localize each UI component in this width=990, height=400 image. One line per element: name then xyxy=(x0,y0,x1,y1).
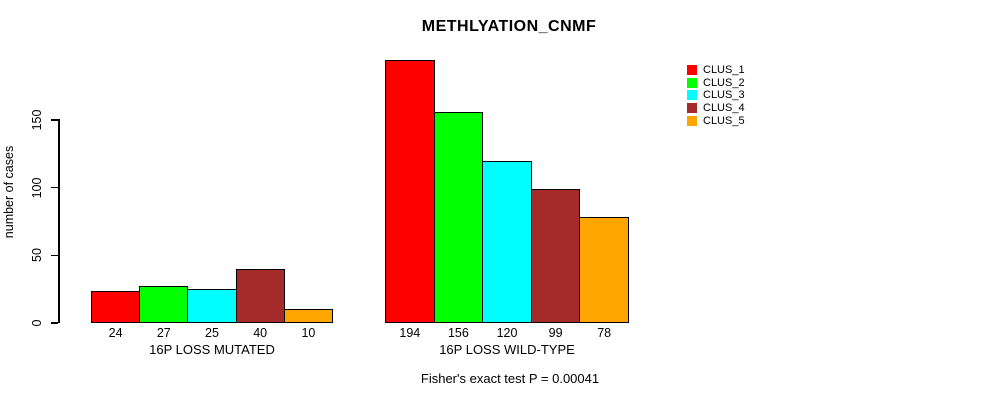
y-tick-mark xyxy=(51,254,58,257)
bar-clus_5 xyxy=(579,217,629,323)
legend-label-clus_2: CLUS_2 xyxy=(703,76,745,89)
y-tick-label: 150 xyxy=(30,109,44,131)
y-tick-label: 0 xyxy=(30,319,44,327)
bar-value-label: 120 xyxy=(496,326,518,340)
bar-clus_5 xyxy=(283,309,333,323)
legend-swatch-clus_3 xyxy=(687,90,697,101)
bar-clus_1 xyxy=(91,290,141,323)
legend-swatch-clus_4 xyxy=(687,103,697,114)
bar-value-label: 27 xyxy=(156,326,171,340)
legend-label-clus_3: CLUS_3 xyxy=(703,89,745,102)
bar-value-label: 25 xyxy=(205,326,219,340)
bar-value-label: 194 xyxy=(399,326,421,340)
chart-caption: Fisher's exact test P = 0.00041 xyxy=(420,371,600,386)
bar-clus_4 xyxy=(530,189,581,323)
y-tick-label: 100 xyxy=(30,177,44,199)
bar-clus_4 xyxy=(235,268,285,323)
y-tick-mark xyxy=(51,322,58,324)
legend-label-clus_1: CLUS_1 xyxy=(703,64,745,76)
legend-swatch-clus_2 xyxy=(687,77,697,88)
bar-clus_1 xyxy=(385,60,435,323)
y-axis-title: number of cases xyxy=(2,145,16,239)
legend-label-clus_4: CLUS_4 xyxy=(703,102,745,115)
y-tick-mark xyxy=(51,186,58,189)
bar-value-label: 99 xyxy=(548,326,563,340)
chart-title: METHLYATION_CNMF xyxy=(421,18,597,35)
legend-swatch-clus_5 xyxy=(687,115,697,126)
bar-value-label: 40 xyxy=(253,326,268,340)
bar-value-label: 78 xyxy=(597,326,612,340)
group-label: 16P LOSS WILD-TYPE xyxy=(439,342,575,357)
y-tick-label: 50 xyxy=(30,248,44,263)
legend-label-clus_5: CLUS_5 xyxy=(703,114,745,127)
bar-clus_3 xyxy=(187,289,237,323)
y-tick-mark xyxy=(51,119,58,121)
legend-swatch-clus_1 xyxy=(687,65,697,75)
y-axis-line xyxy=(58,119,60,323)
bar-value-label: 10 xyxy=(301,326,316,340)
bar-clus_2 xyxy=(139,286,189,323)
group-label: 16P LOSS MUTATED xyxy=(149,342,275,357)
bar-value-label: 156 xyxy=(447,326,469,340)
bar-clus_3 xyxy=(482,160,532,323)
bar-clus_2 xyxy=(433,111,484,323)
bar-value-label: 24 xyxy=(108,326,123,340)
